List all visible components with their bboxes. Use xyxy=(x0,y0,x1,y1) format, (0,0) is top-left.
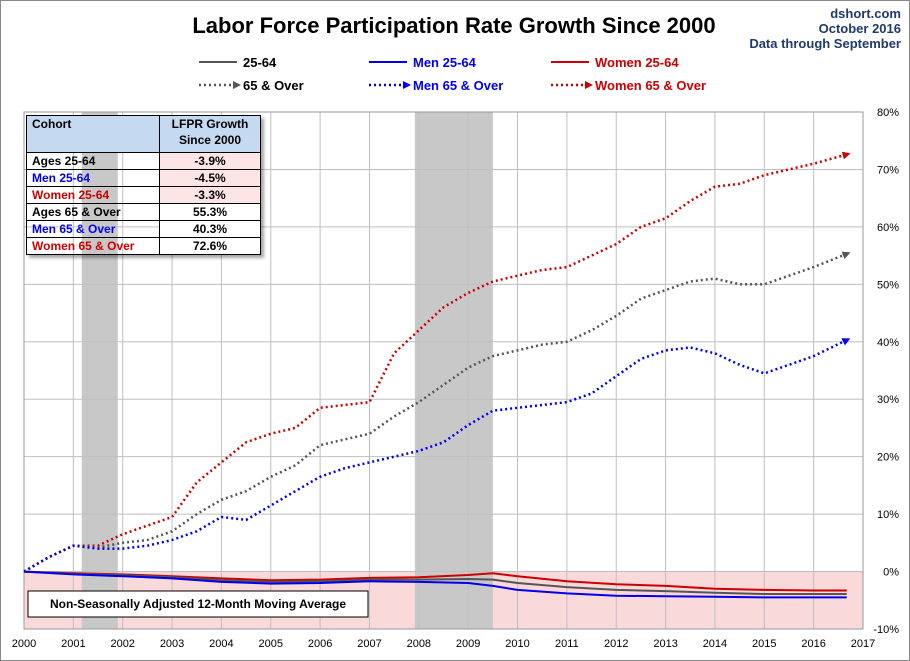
note-text: Non-Seasonally Adjusted 12-Month Moving … xyxy=(50,597,346,611)
y-tick-label: 80% xyxy=(877,107,899,119)
table-row: Ages 25-64 -3.9% xyxy=(26,152,261,170)
cohort-cell: Ages 65 & Over xyxy=(26,203,160,221)
x-tick-label: 2011 xyxy=(555,638,579,650)
plot-area xyxy=(23,111,864,630)
x-tick-label: 2001 xyxy=(61,638,85,650)
y-tick-label: 10% xyxy=(877,509,899,521)
growth-value-cell: 72.6% xyxy=(159,237,261,255)
y-tick-label: -10% xyxy=(873,624,899,636)
growth-value-cell: -4.5% xyxy=(159,169,261,187)
table-header-cohort: Cohort xyxy=(26,115,160,153)
x-tick-label: 2007 xyxy=(357,638,381,650)
source-date: October 2016 xyxy=(819,21,901,36)
y-tick-label: 50% xyxy=(877,279,899,291)
x-tick-label: 2015 xyxy=(752,638,776,650)
growth-value-cell: -3.3% xyxy=(159,186,261,204)
x-tick-label: 2003 xyxy=(160,638,184,650)
y-tick-label: 40% xyxy=(877,337,899,349)
series-line-women-65-over xyxy=(23,151,851,573)
table-row: Ages 65 & Over 55.3% xyxy=(26,203,261,221)
legend-label: 25-64 xyxy=(243,55,277,70)
y-tick-label: 70% xyxy=(877,164,899,176)
series-line-25-64 xyxy=(23,570,847,595)
chart-title: Labor Force Participation Rate Growth Si… xyxy=(192,13,715,38)
y-tick-label: 60% xyxy=(877,222,899,234)
x-tick-label: 2005 xyxy=(259,638,283,650)
cohort-cell: Men 65 & Over xyxy=(26,220,160,238)
x-tick-label: 2004 xyxy=(209,638,233,650)
legend-label: Women 65 & Over xyxy=(595,78,706,93)
legend-label: Men 65 & Over xyxy=(413,78,503,93)
x-tick-label: 2008 xyxy=(407,638,431,650)
y-tick-label: 0% xyxy=(883,567,899,579)
source-through: Data through September xyxy=(749,36,901,51)
table-row: Women 25-64 -3.3% xyxy=(26,186,261,204)
growth-table: Cohort LFPR Growth Since 2000 Ages 25-64… xyxy=(26,115,261,255)
growth-value-cell: 40.3% xyxy=(159,220,261,238)
recession-band xyxy=(414,112,493,629)
table-row: Men 25-64 -4.5% xyxy=(26,169,261,187)
x-tick-label: 2009 xyxy=(456,638,480,650)
legend-label: Women 25-64 xyxy=(595,55,679,70)
y-tick-label: 20% xyxy=(877,452,899,464)
source-site: dshort.com xyxy=(830,6,901,21)
x-tick-label: 2017 xyxy=(851,638,875,650)
table-row: Women 65 & Over 72.6% xyxy=(26,237,261,255)
table-row: Men 65 & Over 40.3% xyxy=(26,220,261,238)
series-line-women-25-64 xyxy=(23,570,847,592)
cohort-cell: Ages 25-64 xyxy=(26,152,160,170)
cohort-cell: Women 25-64 xyxy=(26,186,160,204)
x-tick-label: 2013 xyxy=(653,638,677,650)
x-tick-label: 2000 xyxy=(12,638,36,650)
growth-value-cell: -3.9% xyxy=(159,152,261,170)
legend-label: 65 & Over xyxy=(243,78,304,93)
table-header-growth: LFPR Growth Since 2000 xyxy=(159,115,261,153)
x-tick-label: 2006 xyxy=(308,638,332,650)
legend-label: Men 25-64 xyxy=(413,55,477,70)
cohort-cell: Women 65 & Over xyxy=(26,237,160,255)
note-box: Non-Seasonally Adjusted 12-Month Moving … xyxy=(27,590,369,618)
series-line-men-65-over xyxy=(23,338,851,573)
x-tick-label: 2010 xyxy=(505,638,529,650)
x-tick-label: 2012 xyxy=(604,638,628,650)
legend: 25-64 Men 25-64 Women 25-64 65 & Over Men 65… xyxy=(199,55,706,93)
table-header-row: Cohort LFPR Growth Since 2000 xyxy=(26,115,261,153)
x-tick-label: 2016 xyxy=(801,638,825,650)
x-tick-label: 2014 xyxy=(703,638,727,650)
growth-value-cell: 55.3% xyxy=(159,203,261,221)
y-tick-label: 30% xyxy=(877,394,899,406)
cohort-cell: Men 25-64 xyxy=(26,169,160,187)
series-line-65-over xyxy=(23,251,851,573)
series-line-men-25-64 xyxy=(23,570,847,599)
x-tick-label: 2002 xyxy=(110,638,134,650)
